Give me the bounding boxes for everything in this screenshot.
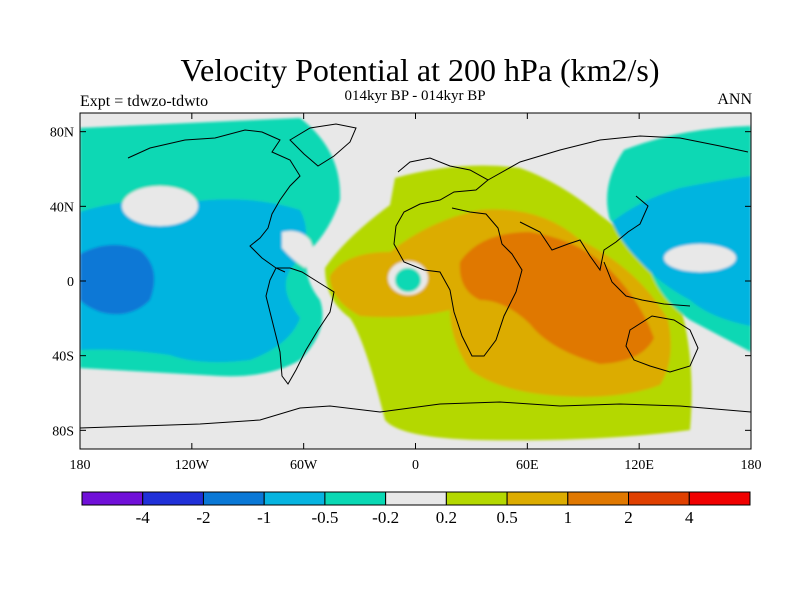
field-neg-pacific-core bbox=[80, 199, 307, 363]
y-tick-label: 40N bbox=[50, 200, 74, 215]
coast-asia bbox=[487, 135, 749, 181]
field-neg-central-pacific bbox=[80, 244, 155, 315]
y-tick-label: 80N bbox=[50, 126, 74, 141]
colorbar-swatch bbox=[506, 491, 569, 506]
y-axis: 80N 40N 0 40S 80S bbox=[50, 126, 751, 439]
colorbar: -4 -2 -1 -0.5 -0.2 0.2 0.5 1 2 4 bbox=[81, 491, 751, 527]
colorbar-swatch bbox=[688, 491, 751, 506]
chart-subtitle-left: Expt = tdwzo-tdwto bbox=[80, 93, 209, 110]
field-zero-central-america bbox=[282, 231, 314, 268]
field-zero-west-pacific-hole bbox=[664, 244, 736, 272]
coast-antarctica bbox=[80, 401, 751, 429]
colorbar-label: 4 bbox=[685, 508, 694, 527]
colorbar-swatch bbox=[263, 491, 326, 506]
colorbar-label: -1 bbox=[257, 508, 271, 527]
colorbar-swatch bbox=[628, 491, 690, 506]
colorbar-swatch bbox=[202, 491, 265, 506]
coastlines bbox=[80, 123, 751, 429]
x-tick-label: 60E bbox=[516, 458, 539, 473]
colorbar-swatch bbox=[81, 491, 144, 506]
colorbar-label: 2 bbox=[624, 508, 633, 527]
colorbar-label: -0.2 bbox=[372, 508, 399, 527]
y-tick-label: 80S bbox=[52, 424, 74, 439]
field-pos-indian-core bbox=[459, 232, 654, 364]
coast-greenland bbox=[289, 123, 357, 167]
colorbar-label: -0.5 bbox=[311, 508, 338, 527]
field-zero-north-pacific bbox=[122, 186, 198, 226]
coast-arabia-india bbox=[519, 195, 649, 272]
chart-subtitle-right: ANN bbox=[717, 91, 752, 108]
coast-north-america bbox=[127, 129, 301, 273]
x-tick-label: 0 bbox=[412, 458, 419, 473]
colorbar-swatch bbox=[445, 491, 508, 506]
coast-southeast-asia bbox=[603, 261, 691, 307]
contour-fields bbox=[80, 118, 751, 441]
colorbar-label: 0.2 bbox=[436, 508, 457, 527]
x-tick-label: 60W bbox=[290, 458, 318, 473]
colorbar-label: 0.5 bbox=[496, 508, 517, 527]
plot-area bbox=[80, 113, 751, 449]
x-tick-label: 120W bbox=[175, 458, 210, 473]
coast-australia bbox=[625, 315, 699, 373]
x-tick-label: 180 bbox=[741, 458, 762, 473]
chart-subtitle-center: 014kyr BP - 014kyr BP bbox=[344, 88, 486, 104]
colorbar-label: -4 bbox=[136, 508, 151, 527]
colorbar-swatch bbox=[385, 491, 447, 506]
field-neg-gulf-guinea bbox=[395, 268, 421, 292]
x-axis: 180 120W 60W 0 60E 120E 180 bbox=[70, 113, 762, 473]
colorbar-swatch bbox=[142, 491, 204, 506]
y-tick-label: 40S bbox=[52, 350, 74, 365]
chart-title: Velocity Potential at 200 hPa (km2/s) bbox=[180, 52, 660, 88]
colorbar-label: 1 bbox=[564, 508, 573, 527]
colorbar-swatch bbox=[324, 491, 387, 506]
x-tick-label: 120E bbox=[624, 458, 654, 473]
x-tick-label: 180 bbox=[70, 458, 91, 473]
coast-south-america bbox=[265, 267, 335, 385]
y-tick-label: 0 bbox=[67, 275, 74, 290]
colorbar-swatch bbox=[567, 491, 630, 506]
colorbar-label: -2 bbox=[196, 508, 210, 527]
